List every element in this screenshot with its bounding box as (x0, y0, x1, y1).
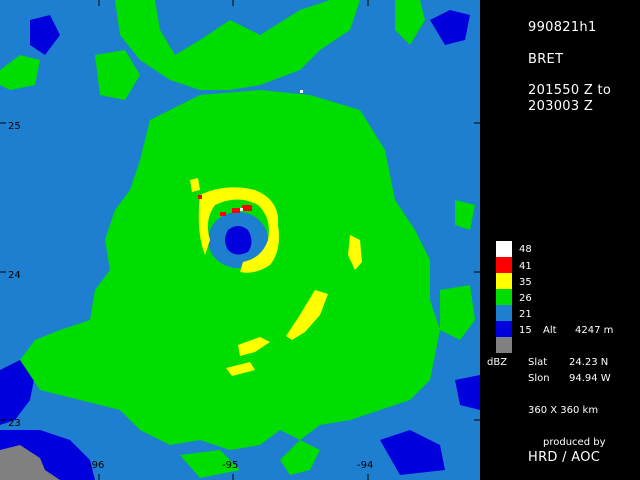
lat-label-24: 24 (8, 270, 21, 281)
lat-label-25: 25 (8, 121, 21, 132)
slat-value: 24.23 N (569, 357, 609, 368)
alt-label: Alt (543, 325, 557, 336)
info-panel (480, 0, 640, 480)
white-cores (240, 90, 303, 211)
domain-size: 360 X 360 km (528, 405, 599, 416)
legend-label-21: 21 (519, 309, 532, 320)
legend-swatch-15 (496, 321, 512, 337)
legend-swatch-21 (496, 305, 512, 321)
lat-label-23: 23 (8, 418, 21, 429)
slon-value: 94.94 W (569, 373, 611, 384)
flight-id: 990821h1 (528, 20, 597, 35)
red-cores (198, 195, 252, 216)
legend-label-26: 26 (519, 293, 532, 304)
time-end: 203003 Z (528, 99, 594, 114)
legend-swatch-26 (496, 289, 512, 305)
time-start: 201550 Z to (528, 83, 612, 98)
alt-value: 4247 m (575, 325, 614, 336)
legend-label-41: 41 (519, 261, 532, 272)
legend-label-48: 48 (519, 244, 532, 255)
eye-center (225, 226, 252, 255)
slon-label: Slon (528, 373, 550, 384)
legend-swatch-35 (496, 273, 512, 289)
legend-swatch-48 (496, 241, 512, 257)
slat-label: Slat (528, 357, 548, 368)
storm-name: BRET (528, 52, 564, 67)
producer-name: HRD / AOC (528, 450, 601, 465)
produced-by-label: produced by (543, 437, 606, 448)
legend-swatch-land (496, 337, 512, 353)
radar-reflectivity-map: 25 24 23 -96 -95 -94 (0, 0, 480, 480)
lon-label-94: -94 (357, 460, 373, 471)
land-mask (0, 445, 60, 480)
green-rain-area (0, 0, 475, 478)
legend-swatch-41 (496, 257, 512, 273)
lon-label-95: -95 (222, 460, 238, 471)
lon-label-96: -96 (88, 460, 104, 471)
yellow-eyewall (190, 178, 362, 376)
legend-label-35: 35 (519, 277, 532, 288)
legend-unit: dBZ (487, 357, 508, 368)
legend-label-15: 15 (519, 325, 532, 336)
grid-ticks (0, 0, 480, 480)
